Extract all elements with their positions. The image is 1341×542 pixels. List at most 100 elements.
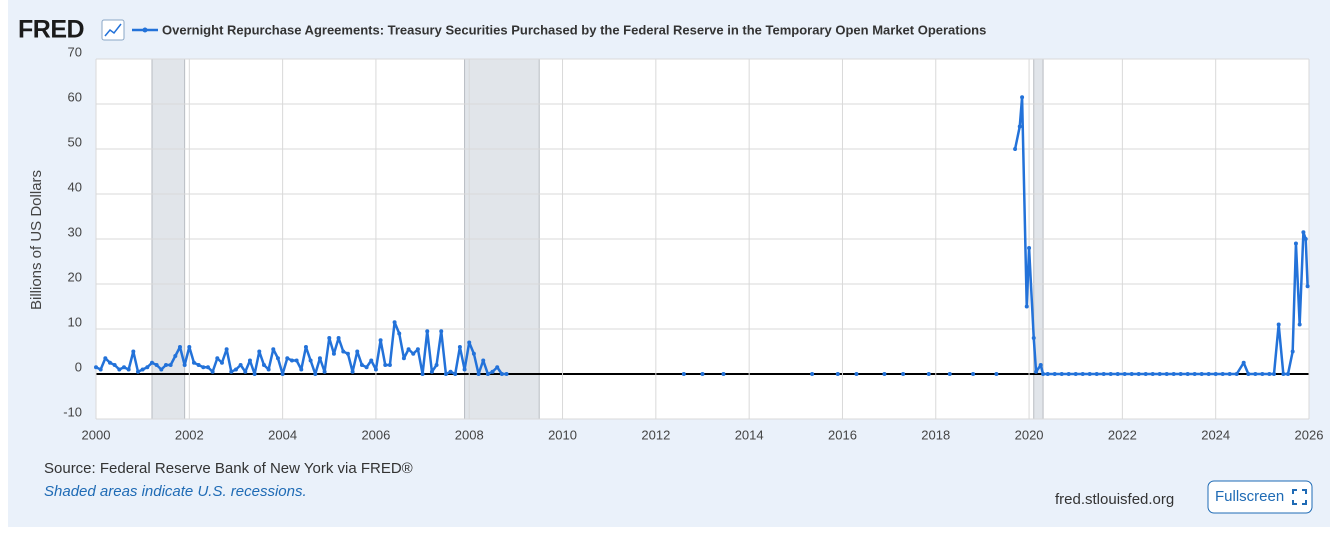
data-point [1034, 369, 1039, 374]
fullscreen-icon[interactable] [1292, 489, 1307, 505]
data-point [1241, 360, 1246, 365]
data-point [1213, 372, 1218, 376]
data-point [373, 367, 378, 372]
button-label[interactable]: Fullscreen [1215, 488, 1284, 505]
data-point [448, 369, 453, 374]
y-tick-label: 10 [68, 314, 82, 329]
data-point [434, 363, 439, 367]
x-tick-label: 2022 [1108, 427, 1137, 442]
y-tick-label: 70 [68, 44, 82, 59]
x-tick-label: 2026 [1295, 427, 1324, 442]
data-point [383, 363, 388, 367]
plot: -10 0 10 20 30 40 50 60 70 2000 2002 2004 2006 2008 20… [63, 44, 1323, 442]
y-tick-label: 0 [75, 359, 82, 374]
y-tick-label: 20 [68, 269, 82, 284]
y-tick-label: 40 [68, 179, 82, 194]
data-point [401, 356, 406, 361]
data-point [1027, 246, 1032, 250]
data-point [1178, 372, 1183, 376]
data-point [1024, 304, 1029, 309]
data-point [257, 349, 262, 354]
data-point [1020, 95, 1025, 100]
data-point [163, 363, 168, 367]
data-point [1115, 372, 1120, 376]
y-axis-title: Billions of US Dollars [28, 170, 45, 310]
data-point [1267, 372, 1272, 376]
data-point [926, 372, 931, 376]
site-link: fred.stlouisfed.org [1055, 491, 1174, 508]
legend-marker [142, 27, 148, 33]
y-tick-label: 50 [68, 134, 82, 149]
data-point [721, 372, 726, 376]
data-point [233, 367, 238, 372]
data-point [191, 360, 196, 365]
data-point [252, 372, 257, 376]
data-point [103, 356, 108, 361]
data-point [387, 363, 392, 367]
data-point [126, 367, 131, 372]
button-frame[interactable] [1207, 480, 1313, 514]
data-point [476, 372, 481, 376]
data-point [145, 365, 150, 370]
data-point [149, 360, 154, 365]
data-point [196, 363, 201, 367]
data-point [177, 345, 182, 349]
data-point [1059, 372, 1064, 376]
data-point [835, 372, 840, 376]
data-point [681, 372, 686, 376]
data-point [322, 369, 327, 374]
data-point [159, 367, 164, 372]
data-point [1286, 372, 1291, 376]
data-point [280, 372, 285, 376]
data-point [1066, 372, 1071, 376]
data-point [289, 358, 294, 363]
data-point [415, 347, 420, 352]
data-point [971, 372, 976, 376]
data-point [1080, 372, 1085, 376]
x-tick-label: 2014 [735, 427, 764, 442]
data-point [201, 365, 206, 370]
x-tick-label: 2020 [1015, 427, 1044, 442]
data-point [121, 365, 126, 370]
source-note: Source: Federal Reserve Bank of New York… [44, 460, 413, 477]
data-point [1206, 372, 1211, 376]
data-point [299, 367, 304, 372]
data-point [392, 320, 397, 325]
data-point [1073, 372, 1078, 376]
logo: FRED [18, 16, 84, 44]
data-point [229, 369, 234, 374]
data-point [467, 340, 472, 345]
x-tick-label: 2006 [361, 427, 390, 442]
y-tick-label: 30 [68, 224, 82, 239]
data-point [994, 372, 999, 376]
data-point [1157, 372, 1162, 376]
data-point [271, 347, 276, 352]
data-point [1199, 372, 1204, 376]
data-point [345, 351, 350, 356]
data-point [266, 367, 271, 372]
x-tick-label: 2024 [1201, 427, 1230, 442]
data-point [327, 336, 332, 340]
series-line [1013, 96, 1309, 376]
data-point [94, 365, 98, 370]
data-point [1143, 372, 1148, 376]
data-point [1293, 241, 1298, 246]
x-tick-label: 2010 [548, 427, 577, 442]
data-point [294, 358, 299, 363]
data-point [1129, 372, 1134, 376]
data-point [485, 372, 490, 376]
data-point [303, 345, 308, 349]
x-tick-label: 2018 [921, 427, 950, 442]
data-point [107, 360, 112, 365]
data-point [1301, 230, 1306, 235]
fullscreen-button[interactable]: Fullscreen [1207, 480, 1313, 514]
data-point [364, 365, 369, 370]
data-point [355, 349, 360, 354]
data-point [1136, 372, 1141, 376]
data-point [425, 329, 430, 334]
data-point [453, 372, 458, 376]
x-tick-label: 2016 [828, 427, 857, 442]
data-point [1164, 372, 1169, 376]
x-tick-label: 2012 [641, 427, 670, 442]
